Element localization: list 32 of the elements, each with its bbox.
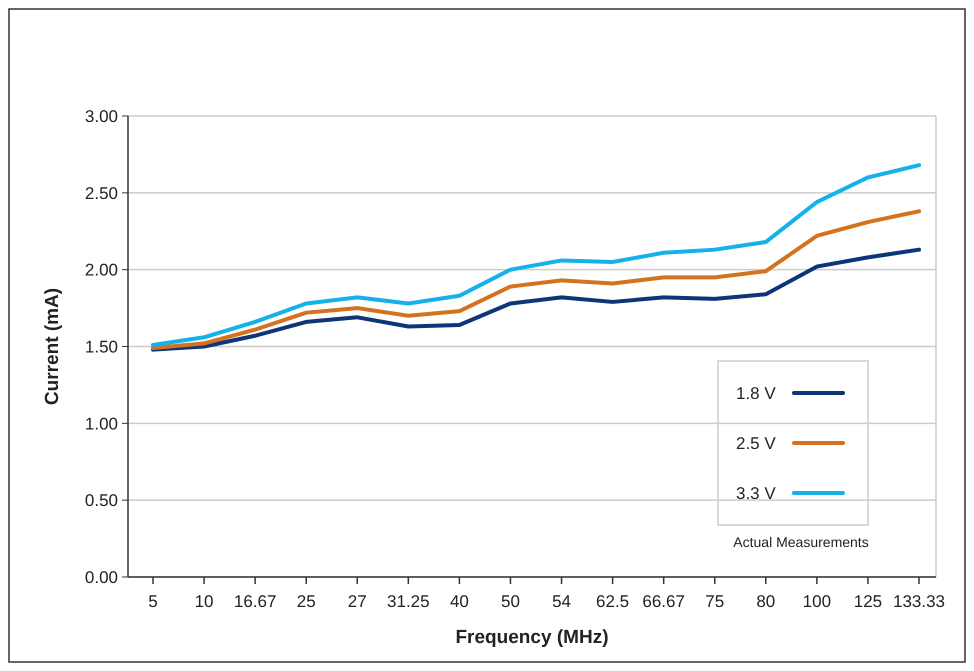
y-tick-label: 3.00 <box>84 106 118 126</box>
x-tick-label: 5 <box>148 592 158 611</box>
x-tick-label: 50 <box>501 592 520 611</box>
x-tick-label: 80 <box>756 592 776 611</box>
x-tick-label: 133.33 <box>893 592 945 611</box>
y-tick-label: 0.00 <box>84 568 118 587</box>
legend-label: 1.8 V <box>736 384 776 403</box>
x-tick-label: 27 <box>348 592 367 611</box>
legend-label: 2.5 V <box>736 434 776 453</box>
y-tick-label: 1.50 <box>84 337 118 356</box>
y-tick-label: 1.00 <box>84 414 118 434</box>
line-series <box>151 209 921 350</box>
x-tick-label: 54 <box>552 592 571 611</box>
legend-label: 3.3 V <box>736 484 776 503</box>
x-tick-label: 62.5 <box>596 592 630 611</box>
x-tick-label: 75 <box>705 592 724 611</box>
x-tick-label: 40 <box>450 592 469 611</box>
y-tick-label: 0.50 <box>84 491 118 510</box>
x-tick-label: 125 <box>854 592 882 611</box>
line-series <box>151 248 921 352</box>
y-tick-label: 2.00 <box>84 260 118 280</box>
y-tick-label: 2.50 <box>84 184 118 203</box>
x-tick-label: 100 <box>802 592 832 611</box>
annotation: Actual Measurements <box>733 534 869 550</box>
x-tick-label: 31.25 <box>387 592 430 611</box>
x-tick-label: 25 <box>296 592 316 611</box>
y-axis-title: Current (mA) <box>42 288 63 406</box>
line-series <box>151 163 921 347</box>
x-tick-label: 16.67 <box>234 592 276 611</box>
x-tick-label: 66.67 <box>642 592 685 611</box>
x-axis-title: Frequency (MHz) <box>455 627 609 648</box>
x-tick-label: 10 <box>194 592 214 611</box>
